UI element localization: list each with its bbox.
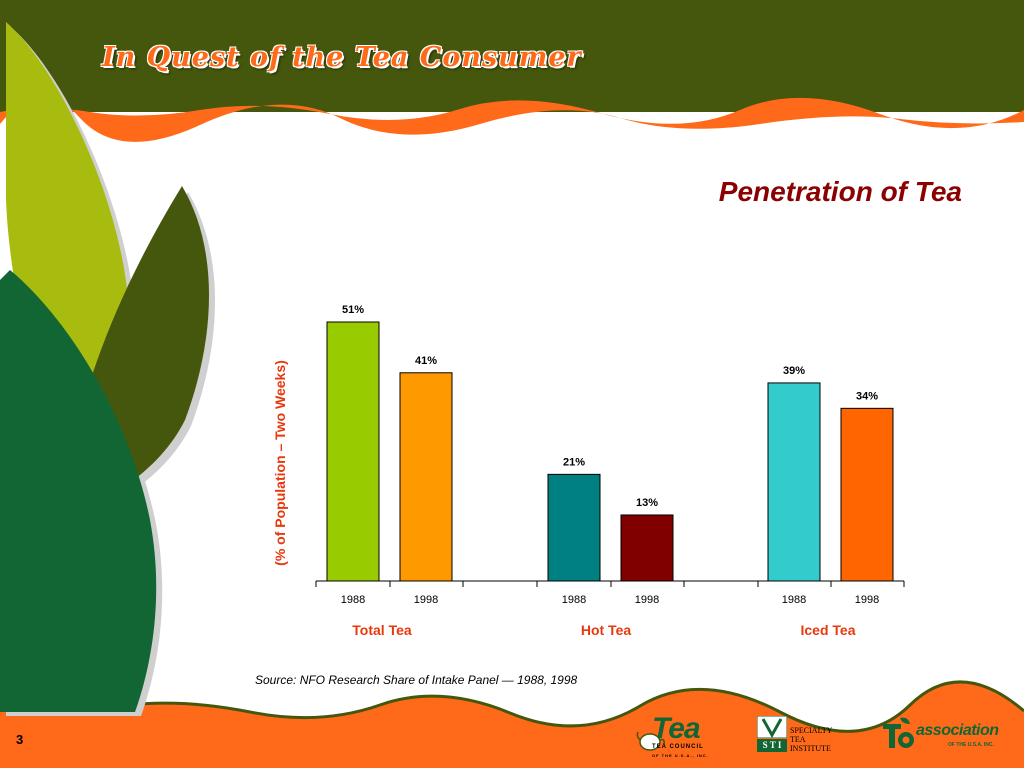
tea-council-word: Tea [652, 712, 701, 745]
tea-association-line2: OF THE U.S.A. INC. [948, 742, 994, 748]
chart-x-ticks: 1988 1998 1988 1998 1988 1998 [315, 581, 905, 606]
bar-hot-tea-1988 [547, 473, 601, 582]
data-label-total-tea-1988: 51% [342, 304, 364, 316]
x-tick-label-total-tea-1998: 1998 [414, 594, 438, 606]
bar-iced-tea-1988 [767, 382, 821, 582]
sti-line1: SPECIALTY [790, 726, 833, 735]
bar-total-tea-1998 [399, 372, 453, 582]
data-label-total-tea-1998: 41% [415, 355, 437, 367]
chart-bars [326, 321, 894, 582]
x-tick-label-hot-tea-1998: 1998 [635, 594, 659, 606]
x-tick-label-total-tea-1988: 1988 [341, 594, 365, 606]
group-label-total-tea: Total Tea [352, 622, 412, 638]
tea-association-logo: association OF THE U.S.A. INC. [880, 716, 1010, 756]
x-tick-label-hot-tea-1988: 1988 [562, 594, 586, 606]
source-note: Source: NFO Research Share of Intake Pan… [255, 673, 578, 687]
teapot-icon [636, 731, 665, 751]
sti-logo: S T I SPECIALTY TEA INSTITUTE [757, 716, 847, 756]
data-label-iced-tea-1998: 34% [856, 390, 878, 402]
chart-value-labels: 51% 41% 21% 13% 39% 34% [342, 304, 878, 509]
tea-leaf-icon [883, 717, 914, 748]
y-axis-label: (% of Population – Two Weeks) [272, 360, 288, 566]
data-label-iced-tea-1988: 39% [783, 365, 805, 377]
data-label-hot-tea-1988: 21% [563, 456, 585, 468]
x-tick-label-iced-tea-1988: 1988 [782, 594, 806, 606]
sti-line3: INSTITUTE [790, 744, 831, 753]
sti-v-mark-icon [757, 716, 787, 738]
group-label-iced-tea: Iced Tea [800, 622, 856, 638]
bar-hot-tea-1998 [620, 514, 674, 582]
slide-title: Penetration of Tea [718, 176, 962, 207]
tea-association-word: association [916, 722, 999, 739]
page-number: 3 [16, 732, 24, 747]
tea-council-logo: Tea TEA COUNCIL OF THE U.S.A., INC. [636, 712, 716, 762]
bar-iced-tea-1998 [840, 407, 894, 582]
x-tick-label-iced-tea-1998: 1998 [855, 594, 879, 606]
data-label-hot-tea-1998: 13% [636, 497, 658, 509]
tea-council-line1: TEA COUNCIL [652, 744, 704, 750]
group-label-hot-tea: Hot Tea [580, 622, 632, 638]
sti-mark: S T I [757, 739, 787, 752]
sti-line2: TEA [790, 735, 806, 744]
tea-council-line2: OF THE U.S.A., INC. [652, 753, 709, 758]
header-title: In Quest of the Tea Consumer [102, 42, 582, 73]
bar-total-tea-1988 [326, 321, 380, 582]
